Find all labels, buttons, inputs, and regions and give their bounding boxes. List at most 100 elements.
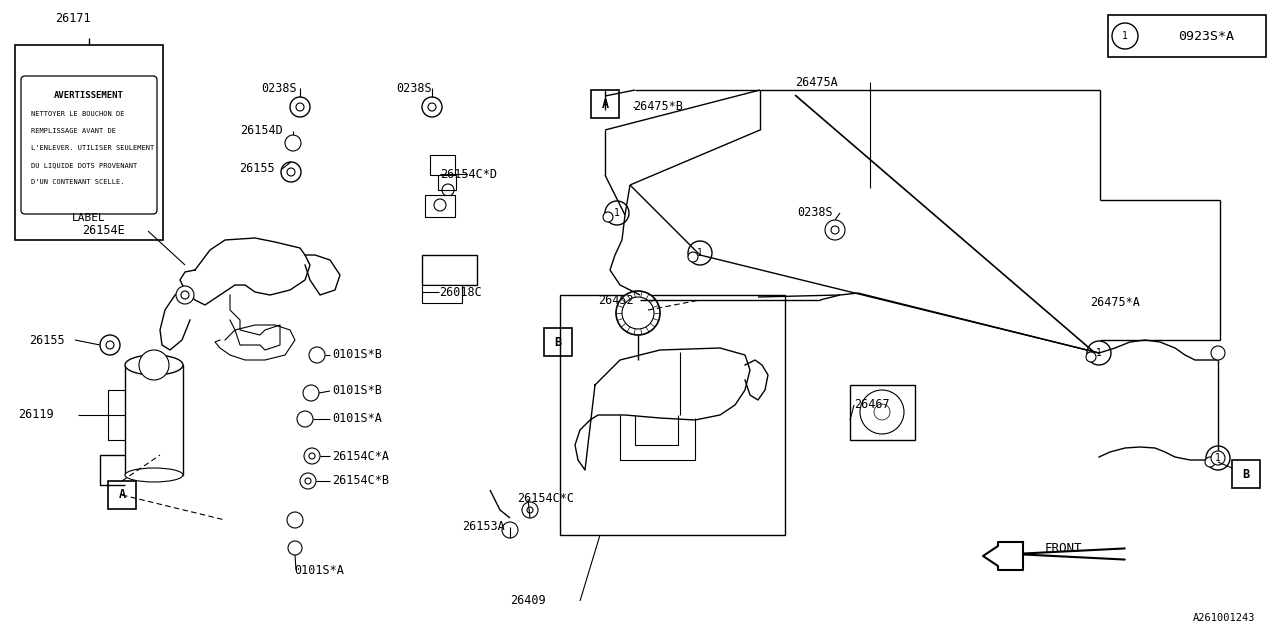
Text: 1: 1 bbox=[1215, 453, 1221, 463]
Text: 26452: 26452 bbox=[598, 294, 634, 307]
Circle shape bbox=[300, 473, 316, 489]
Text: AVERTISSEMENT: AVERTISSEMENT bbox=[54, 92, 124, 100]
Bar bbox=[15, 45, 163, 240]
Circle shape bbox=[308, 453, 315, 459]
Bar bbox=[850, 385, 915, 440]
Text: 0101S*A: 0101S*A bbox=[294, 563, 344, 577]
Circle shape bbox=[1204, 457, 1215, 467]
Circle shape bbox=[180, 291, 189, 299]
Circle shape bbox=[106, 341, 114, 349]
FancyBboxPatch shape bbox=[20, 76, 157, 214]
Circle shape bbox=[689, 241, 712, 265]
Text: 1: 1 bbox=[1096, 348, 1102, 358]
Circle shape bbox=[522, 502, 538, 518]
Bar bbox=[544, 328, 572, 356]
Circle shape bbox=[616, 291, 660, 335]
Polygon shape bbox=[230, 295, 280, 350]
Circle shape bbox=[177, 286, 195, 304]
Circle shape bbox=[287, 168, 294, 176]
Text: 0923S*A: 0923S*A bbox=[1178, 29, 1234, 42]
Bar bbox=[125, 365, 183, 475]
Text: 26153A: 26153A bbox=[462, 520, 504, 534]
Bar bbox=[561, 295, 785, 535]
Polygon shape bbox=[305, 255, 340, 295]
Bar bbox=[425, 195, 454, 217]
Circle shape bbox=[428, 103, 436, 111]
Text: D'UN CONTENANT SCELLE.: D'UN CONTENANT SCELLE. bbox=[31, 179, 124, 185]
Text: B: B bbox=[1243, 467, 1249, 481]
Bar bbox=[422, 255, 477, 285]
Circle shape bbox=[297, 411, 314, 427]
Polygon shape bbox=[215, 325, 294, 360]
Text: 26154E: 26154E bbox=[82, 225, 124, 237]
Text: 1: 1 bbox=[614, 208, 620, 218]
Text: 26467: 26467 bbox=[854, 399, 890, 412]
Text: FRONT: FRONT bbox=[1044, 541, 1083, 554]
Text: 26154C*B: 26154C*B bbox=[332, 474, 389, 488]
Circle shape bbox=[285, 135, 301, 151]
Circle shape bbox=[860, 390, 904, 434]
Circle shape bbox=[305, 478, 311, 484]
Circle shape bbox=[308, 347, 325, 363]
Bar bbox=[422, 285, 462, 303]
Text: NETTOYER LE BOUCHON DE: NETTOYER LE BOUCHON DE bbox=[31, 111, 124, 117]
Text: 26475*B: 26475*B bbox=[634, 100, 682, 113]
Circle shape bbox=[303, 385, 319, 401]
Text: 26154D: 26154D bbox=[241, 125, 283, 138]
Circle shape bbox=[288, 541, 302, 555]
Ellipse shape bbox=[125, 468, 183, 482]
Text: LABEL: LABEL bbox=[72, 213, 106, 223]
Circle shape bbox=[100, 335, 120, 355]
Circle shape bbox=[1206, 446, 1230, 470]
Text: A: A bbox=[602, 97, 608, 111]
Circle shape bbox=[689, 252, 698, 262]
Circle shape bbox=[291, 97, 310, 117]
Text: 26409: 26409 bbox=[509, 595, 545, 607]
Text: L'ENLEVER. UTILISER SEULEMENT: L'ENLEVER. UTILISER SEULEMENT bbox=[31, 145, 155, 151]
Text: 26155: 26155 bbox=[29, 333, 64, 346]
Polygon shape bbox=[745, 360, 768, 400]
Text: 0238S: 0238S bbox=[261, 81, 297, 95]
Circle shape bbox=[282, 162, 301, 182]
Text: 0238S: 0238S bbox=[396, 81, 431, 95]
Circle shape bbox=[874, 404, 890, 420]
Text: 0101S*A: 0101S*A bbox=[332, 413, 381, 426]
Circle shape bbox=[502, 522, 518, 538]
Bar bbox=[438, 175, 456, 190]
Text: 26119: 26119 bbox=[18, 408, 54, 422]
Bar bbox=[1231, 460, 1260, 488]
Polygon shape bbox=[575, 348, 750, 470]
Polygon shape bbox=[983, 542, 1023, 570]
Polygon shape bbox=[160, 290, 189, 350]
Text: 1: 1 bbox=[698, 248, 703, 258]
Circle shape bbox=[527, 507, 532, 513]
Circle shape bbox=[605, 201, 628, 225]
Circle shape bbox=[140, 350, 169, 380]
Circle shape bbox=[826, 220, 845, 240]
Text: 26154C*C: 26154C*C bbox=[517, 493, 573, 506]
Text: B: B bbox=[554, 335, 562, 349]
Text: DU LIQUIDE DOTS PROVENANT: DU LIQUIDE DOTS PROVENANT bbox=[31, 162, 137, 168]
Circle shape bbox=[287, 512, 303, 528]
Text: REMPLISSAGE AVANT DE: REMPLISSAGE AVANT DE bbox=[31, 128, 116, 134]
Circle shape bbox=[422, 97, 442, 117]
Bar bbox=[430, 155, 454, 175]
Text: 26155: 26155 bbox=[239, 163, 275, 175]
Circle shape bbox=[603, 212, 613, 222]
Text: 1: 1 bbox=[1123, 31, 1128, 41]
Text: A261001243: A261001243 bbox=[1193, 613, 1254, 623]
Bar bbox=[591, 90, 620, 118]
Ellipse shape bbox=[125, 355, 183, 375]
Text: 26475A: 26475A bbox=[795, 76, 837, 88]
Text: 26154C*A: 26154C*A bbox=[332, 449, 389, 463]
Circle shape bbox=[1211, 451, 1225, 465]
Circle shape bbox=[1085, 352, 1096, 362]
Text: 26018C: 26018C bbox=[439, 285, 481, 298]
Polygon shape bbox=[180, 238, 310, 305]
Text: A: A bbox=[119, 488, 125, 502]
Circle shape bbox=[305, 448, 320, 464]
Circle shape bbox=[1211, 346, 1225, 360]
Circle shape bbox=[1087, 341, 1111, 365]
Text: 26154C*D: 26154C*D bbox=[440, 168, 497, 180]
Text: 26171: 26171 bbox=[55, 12, 91, 25]
